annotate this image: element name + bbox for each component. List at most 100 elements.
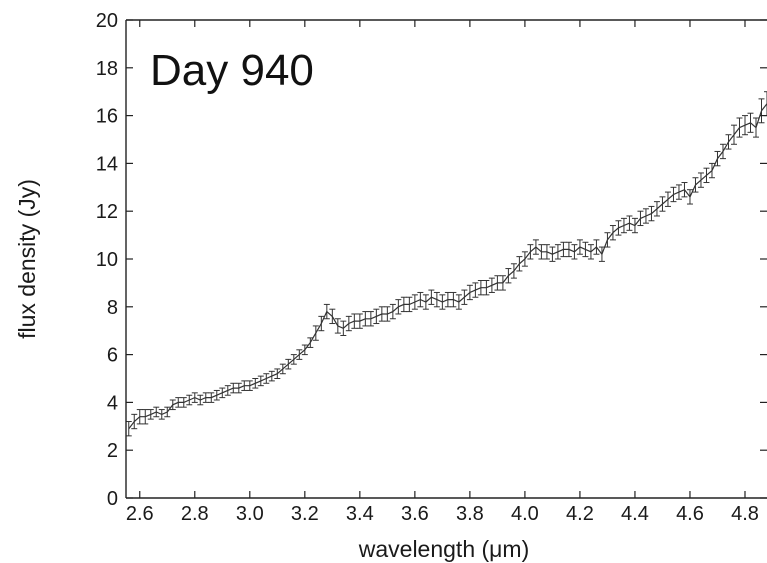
x-tick-label: 3.4 <box>346 503 374 525</box>
x-tick-label: 3.2 <box>291 503 319 525</box>
data-point <box>378 306 385 322</box>
data-point <box>637 210 644 227</box>
data-point <box>538 244 545 260</box>
data-point <box>395 299 402 315</box>
data-point <box>263 373 270 384</box>
data-point <box>642 208 649 224</box>
data-point <box>675 184 682 200</box>
data-point <box>169 399 176 411</box>
data-point <box>741 115 748 136</box>
data-point <box>505 268 512 284</box>
data-point <box>406 296 413 313</box>
data-point <box>439 294 446 310</box>
data-point <box>230 382 237 394</box>
data-point <box>736 117 743 138</box>
y-tick-label: 6 <box>107 345 118 367</box>
data-point <box>466 284 473 301</box>
data-point <box>565 241 572 258</box>
data-point <box>653 201 660 217</box>
data-point <box>268 370 275 382</box>
data-point <box>202 392 209 403</box>
y-tick-label: 4 <box>107 392 118 414</box>
data-point <box>219 387 226 399</box>
data-point <box>241 380 248 391</box>
data-point <box>527 244 534 260</box>
data-point <box>708 162 715 179</box>
data-point <box>373 308 380 325</box>
data-point <box>180 397 187 408</box>
data-point <box>318 315 325 332</box>
data-point <box>285 358 292 370</box>
data-point <box>351 313 358 329</box>
data-point <box>213 389 220 401</box>
data-point <box>461 289 468 305</box>
y-axis-title: flux density (Jy) <box>14 179 40 339</box>
data-point <box>521 251 528 267</box>
data-point <box>692 177 699 193</box>
data-point <box>747 112 754 133</box>
data-point <box>246 380 253 391</box>
data-point <box>510 263 517 279</box>
data-point <box>175 397 182 408</box>
y-tick-label: 0 <box>107 488 118 510</box>
data-point <box>758 98 765 124</box>
data-point <box>290 354 297 365</box>
x-tick-label: 4.8 <box>731 503 759 525</box>
data-point <box>191 392 198 403</box>
data-point <box>609 225 616 241</box>
data-point <box>257 375 264 387</box>
data-point <box>499 275 506 291</box>
data-point <box>312 325 319 341</box>
data-point <box>208 392 215 403</box>
y-tick-label: 2 <box>107 440 118 462</box>
data-point <box>697 172 704 188</box>
y-tick-label: 18 <box>96 58 118 80</box>
data-point <box>186 394 193 406</box>
x-tick-label: 2.6 <box>126 503 154 525</box>
data-point <box>494 275 501 291</box>
data-point <box>400 296 407 313</box>
data-point <box>153 406 160 418</box>
data-point <box>472 282 479 298</box>
data-point <box>224 385 231 396</box>
data-point <box>433 291 440 308</box>
data-point <box>329 308 336 325</box>
data-point <box>279 363 286 375</box>
data-point <box>142 409 149 425</box>
data-point <box>197 394 204 406</box>
data-point <box>598 246 605 262</box>
data-point <box>719 143 726 160</box>
data-point <box>389 303 396 320</box>
data-point <box>670 186 677 203</box>
data-point <box>681 182 688 198</box>
data-point <box>659 196 666 212</box>
data-point <box>703 167 710 184</box>
data-point <box>615 220 622 236</box>
data-point <box>136 409 143 425</box>
plot-area <box>125 91 767 437</box>
data-point <box>477 280 484 296</box>
data-point <box>444 291 451 308</box>
data-point <box>571 244 578 260</box>
data-point <box>340 320 347 336</box>
y-tick-label: 20 <box>96 10 118 32</box>
data-point <box>131 413 138 430</box>
data-point <box>576 239 583 255</box>
data-point <box>516 256 523 272</box>
data-point <box>543 244 550 260</box>
data-point <box>428 289 435 305</box>
day-annotation: Day 940 <box>150 46 314 95</box>
y-tick-label: 8 <box>107 297 118 319</box>
data-point <box>411 294 418 310</box>
x-tick-label: 4.0 <box>511 503 539 525</box>
data-point <box>235 382 242 394</box>
data-point <box>587 244 594 260</box>
data-point <box>631 217 638 234</box>
data-point <box>620 217 627 234</box>
x-tick-label: 4.6 <box>676 503 704 525</box>
data-point <box>664 191 671 207</box>
spectrum-line <box>128 103 767 430</box>
data-point <box>604 232 611 248</box>
data-point <box>417 291 424 308</box>
